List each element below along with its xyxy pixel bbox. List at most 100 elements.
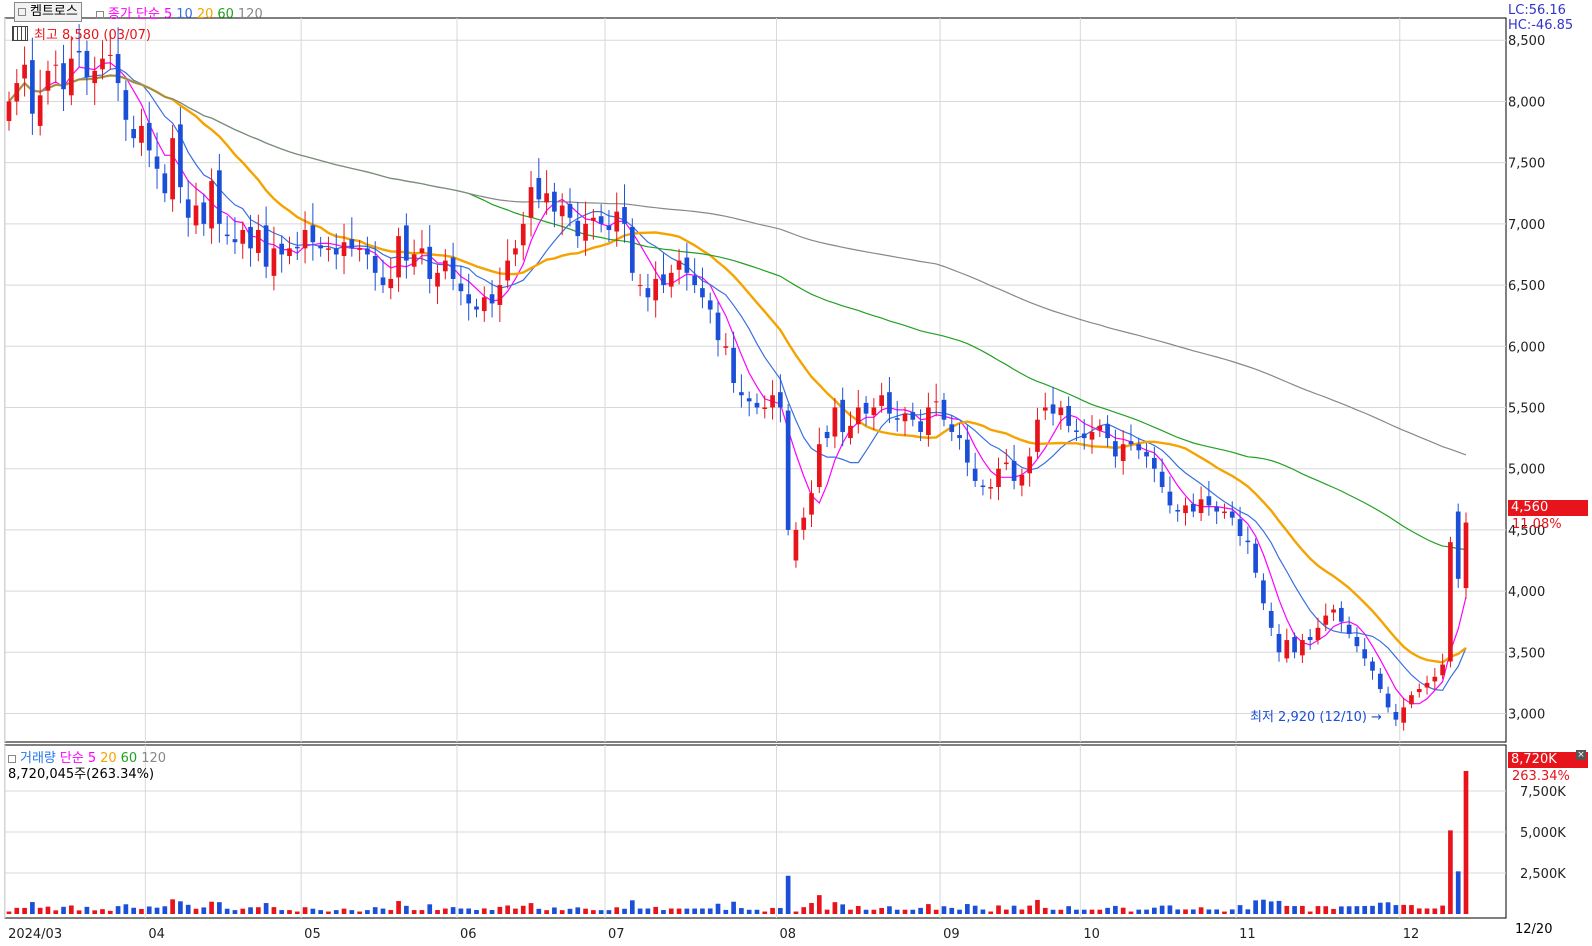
candle (310, 203, 316, 261)
candle-body (933, 401, 939, 403)
candle-body (240, 229, 246, 244)
x-tick-label: 08 (779, 927, 796, 942)
price-tick-label: 6,500 (1508, 279, 1545, 294)
candle (45, 60, 51, 105)
volume-bar (294, 911, 300, 914)
candle (887, 377, 892, 423)
ruler-icon[interactable] (12, 26, 28, 41)
volume-bar (1455, 871, 1461, 914)
volume-bar (1003, 909, 1009, 914)
candle-body (333, 248, 339, 255)
candle (536, 158, 542, 209)
volume-bar (1253, 900, 1258, 914)
volume-bar (287, 910, 292, 914)
candle (1346, 616, 1352, 639)
x-tick-label: 09 (943, 927, 960, 942)
candle-body (918, 421, 923, 432)
volume-bar (1120, 907, 1126, 914)
volume-bar (552, 907, 557, 914)
volume-bar (653, 906, 659, 914)
candle (107, 32, 113, 70)
price-tick-label: 6,000 (1508, 340, 1545, 355)
candle (1229, 501, 1235, 526)
volume-bar (505, 905, 510, 914)
volume-bar (1315, 906, 1321, 914)
candle-body (45, 70, 51, 91)
volume-bar (53, 910, 59, 914)
volume-bar (1097, 909, 1103, 914)
volume-bar (131, 907, 137, 914)
candle (388, 258, 394, 300)
volume-bar (139, 908, 144, 914)
volume-bar (1323, 906, 1329, 914)
candle-body (965, 439, 970, 463)
volume-bar (1152, 907, 1157, 914)
candle (1175, 504, 1181, 522)
ma-60-label: 60 (217, 7, 234, 22)
candle (645, 273, 651, 312)
candle-body (700, 288, 705, 298)
candle-body (248, 226, 253, 249)
volume-bar (996, 905, 1001, 914)
volume-bar (816, 895, 822, 914)
volume-bar (76, 910, 82, 914)
volume-bar (645, 908, 651, 914)
volume-bar (271, 907, 277, 914)
candle (567, 188, 573, 227)
candle (1401, 697, 1407, 731)
candle (435, 264, 440, 305)
candle-body (996, 468, 1001, 488)
volume-bar (154, 907, 160, 914)
candle (809, 480, 814, 528)
volume-bar (1284, 905, 1290, 914)
candle-body (139, 125, 144, 143)
candle (816, 427, 822, 493)
volume-bar (988, 911, 994, 914)
candle (1237, 506, 1243, 546)
volume-bar (372, 907, 378, 914)
candle (1440, 653, 1445, 680)
candle (170, 124, 175, 212)
candle (1120, 430, 1126, 475)
candle-body (902, 413, 908, 422)
candle-body (707, 300, 713, 310)
candle (918, 409, 923, 442)
candle-body (1307, 637, 1313, 641)
candle-body (185, 199, 191, 218)
volume-pct-tag: 263.34% (1512, 769, 1570, 784)
price-ma-legend: 종가 단순 5 10 20 60 120 (96, 3, 267, 22)
candle (692, 258, 697, 294)
price-tick-label: 7,000 (1508, 218, 1545, 233)
candle-body (544, 193, 549, 203)
volume-bar (404, 905, 409, 914)
candle-body (972, 468, 978, 481)
candle (1268, 602, 1274, 636)
candle (84, 40, 90, 96)
volume-bar (37, 907, 43, 914)
candle (1362, 638, 1368, 667)
volume-bar (965, 904, 970, 914)
stock-name-button[interactable]: 켐트로스 (14, 2, 82, 22)
candle (115, 27, 121, 102)
close-icon[interactable]: × (1576, 750, 1586, 760)
vol-ma-120-label: 120 (141, 751, 167, 766)
candle (871, 398, 877, 430)
candle-body (723, 346, 729, 348)
candle (411, 239, 417, 275)
candle (1416, 683, 1422, 698)
candle-body (146, 122, 152, 151)
candle-body (1416, 689, 1422, 693)
current-volume: 8,720,045주(263.34%) (8, 767, 155, 782)
price-tick-label: 4,000 (1508, 585, 1545, 600)
candle (279, 235, 285, 273)
candle-body (1003, 462, 1009, 465)
candle-body (629, 226, 635, 273)
volume-bar (879, 907, 884, 914)
candle (972, 452, 978, 487)
volume-bar (1128, 911, 1134, 914)
candle-body (1463, 522, 1469, 589)
candle-body (824, 431, 830, 439)
volume-bar (575, 907, 581, 914)
candle-body (6, 101, 12, 122)
panel-toggle-icon[interactable] (18, 7, 26, 16)
